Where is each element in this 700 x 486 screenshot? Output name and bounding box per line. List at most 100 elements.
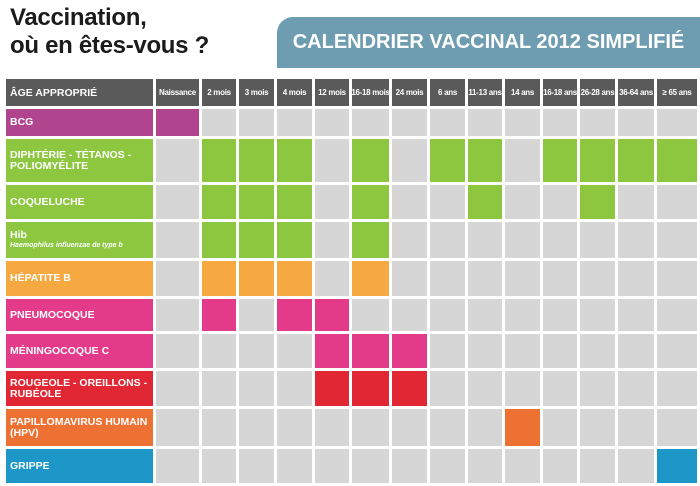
column-header: 24 mois xyxy=(392,79,430,109)
schedule-cell-empty xyxy=(156,449,202,486)
schedule-cell-empty xyxy=(657,299,700,334)
schedule-cell-recommended xyxy=(468,185,505,222)
vaccine-row: PNEUMOCOQUE xyxy=(6,299,700,334)
schedule-cell-empty xyxy=(580,109,618,139)
schedule-cell-empty xyxy=(543,334,580,371)
schedule-cell-empty xyxy=(580,371,618,409)
schedule-cell-empty xyxy=(657,261,700,299)
schedule-cell-recommended xyxy=(392,371,430,409)
schedule-cell-empty xyxy=(505,334,543,371)
vaccine-row: HÉPATITE B xyxy=(6,261,700,299)
schedule-cell-recommended xyxy=(202,139,239,185)
vaccine-name: HÉPATITE B xyxy=(10,272,71,284)
column-header: 4 mois xyxy=(277,79,315,109)
schedule-cell-empty xyxy=(156,139,202,185)
schedule-cell-empty xyxy=(277,109,315,139)
schedule-cell-recommended xyxy=(277,299,315,334)
schedule-cell-empty xyxy=(392,409,430,449)
schedule-cell-empty xyxy=(352,409,392,449)
column-header: 16-18 mois xyxy=(352,79,392,109)
title-line-2: où en êtes-vous ? xyxy=(10,32,209,59)
schedule-cell-empty xyxy=(202,371,239,409)
schedule-cell-empty xyxy=(468,109,505,139)
column-header: 26-28 ans xyxy=(580,79,618,109)
schedule-cell-empty xyxy=(352,299,392,334)
vaccine-label: PAPILLOMAVIRUS HUMAIN (HPV) xyxy=(6,409,156,449)
schedule-cell-empty xyxy=(618,185,657,222)
schedule-cell-empty xyxy=(430,371,468,409)
schedule-cell-empty xyxy=(277,449,315,486)
schedule-cell-empty xyxy=(618,222,657,261)
header-row: ÂGE APPROPRIÉ Naissance 2 mois 3 mois 4 mois… xyxy=(6,79,700,109)
schedule-cell-recommended xyxy=(392,334,430,371)
vaccine-label: ROUGEOLE - OREILLONS - RUBÉOLE xyxy=(6,371,156,409)
vaccine-subtitle: Haemophilus influenzae de type b xyxy=(10,242,123,249)
schedule-cell-empty xyxy=(315,261,352,299)
schedule-cell-empty xyxy=(315,409,352,449)
column-header: 11-13 ans xyxy=(468,79,505,109)
vaccine-row: DIPHTÉRIE - TÉTANOS - POLIOMYÉLITE xyxy=(6,139,700,185)
schedule-cell-empty xyxy=(430,222,468,261)
schedule-cell-empty xyxy=(618,409,657,449)
schedule-cell-empty xyxy=(543,299,580,334)
schedule-cell-empty xyxy=(156,299,202,334)
schedule-cell-recommended xyxy=(352,334,392,371)
schedule-cell-empty xyxy=(505,371,543,409)
schedule-cell-empty xyxy=(543,222,580,261)
schedule-cell-empty xyxy=(239,334,277,371)
schedule-cell-recommended xyxy=(277,222,315,261)
schedule-cell-empty xyxy=(618,261,657,299)
schedule-cell-empty xyxy=(202,109,239,139)
schedule-cell-empty xyxy=(277,334,315,371)
schedule-cell-empty xyxy=(580,449,618,486)
schedule-cell-recommended xyxy=(657,139,700,185)
schedule-cell-empty xyxy=(430,334,468,371)
schedule-cell-empty xyxy=(156,371,202,409)
vaccine-label: PNEUMOCOQUE xyxy=(6,299,156,334)
schedule-cell-empty xyxy=(543,409,580,449)
vaccine-name: ROUGEOLE - OREILLONS - RUBÉOLE xyxy=(10,376,148,400)
schedule-cell-empty xyxy=(543,185,580,222)
schedule-cell-empty xyxy=(430,449,468,486)
schedule-cell-empty xyxy=(657,371,700,409)
schedule-cell-recommended xyxy=(580,185,618,222)
schedule-cell-recommended xyxy=(239,222,277,261)
schedule-cell-recommended xyxy=(239,261,277,299)
schedule-cell-empty xyxy=(468,449,505,486)
schedule-cell-empty xyxy=(202,449,239,486)
schedule-cell-empty xyxy=(392,299,430,334)
schedule-cell-empty xyxy=(543,449,580,486)
vaccine-row: ROUGEOLE - OREILLONS - RUBÉOLE xyxy=(6,371,700,409)
vaccine-name: MÉNINGOCOQUE C xyxy=(10,344,110,357)
schedule-cell-empty xyxy=(505,222,543,261)
schedule-cell-empty xyxy=(543,371,580,409)
schedule-cell-empty xyxy=(392,139,430,185)
schedule-cell-empty xyxy=(657,222,700,261)
schedule-cell-recommended xyxy=(277,261,315,299)
vaccine-row: PAPILLOMAVIRUS HUMAIN (HPV) xyxy=(6,409,700,449)
vaccine-name: PNEUMOCOQUE xyxy=(10,308,95,321)
schedule-cell-recommended xyxy=(352,139,392,185)
schedule-cell-empty xyxy=(202,334,239,371)
schedule-cell-empty xyxy=(315,222,352,261)
schedule-cell-empty xyxy=(543,261,580,299)
schedule-cell-empty xyxy=(505,449,543,486)
schedule-cell-recommended xyxy=(315,371,352,409)
schedule-cell-empty xyxy=(430,109,468,139)
vaccination-grid: ÂGE APPROPRIÉ Naissance 2 mois 3 mois 4 mois… xyxy=(6,79,700,486)
schedule-cell-empty xyxy=(430,299,468,334)
schedule-cell-empty xyxy=(505,139,543,185)
schedule-cell-recommended xyxy=(202,185,239,222)
schedule-cell-empty xyxy=(543,109,580,139)
column-header: 6 ans xyxy=(430,79,468,109)
column-header: 12 mois xyxy=(315,79,352,109)
schedule-cell-empty xyxy=(580,261,618,299)
vaccine-name: BCG xyxy=(10,116,34,128)
schedule-cell-empty xyxy=(430,409,468,449)
column-header: 36-64 ans xyxy=(618,79,657,109)
schedule-cell-empty xyxy=(392,261,430,299)
vaccine-name: GRIPPE xyxy=(10,459,50,472)
schedule-cell-recommended xyxy=(657,449,700,486)
title-line-1: Vaccination, xyxy=(10,4,147,31)
schedule-cell-empty xyxy=(618,299,657,334)
